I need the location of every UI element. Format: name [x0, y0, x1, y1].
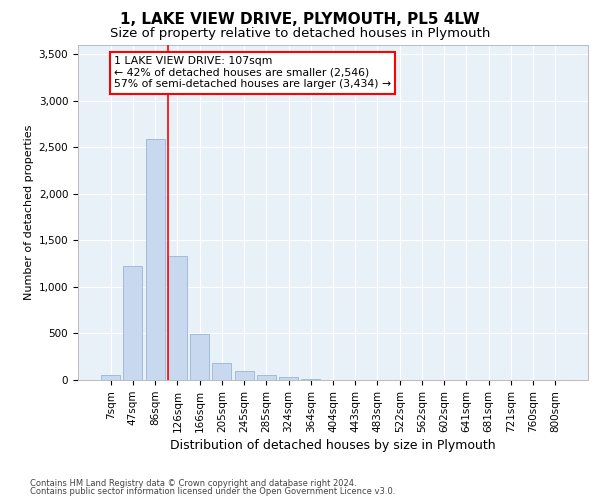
- X-axis label: Distribution of detached houses by size in Plymouth: Distribution of detached houses by size …: [170, 439, 496, 452]
- Bar: [257, 376, 276, 380]
- Bar: [301, 379, 320, 380]
- Text: Contains public sector information licensed under the Open Government Licence v3: Contains public sector information licen…: [30, 487, 395, 496]
- Bar: [190, 334, 209, 380]
- Text: 1 LAKE VIEW DRIVE: 107sqm
← 42% of detached houses are smaller (2,546)
57% of se: 1 LAKE VIEW DRIVE: 107sqm ← 42% of detac…: [114, 56, 391, 90]
- Bar: [146, 139, 164, 380]
- Bar: [235, 370, 254, 380]
- Y-axis label: Number of detached properties: Number of detached properties: [25, 125, 34, 300]
- Bar: [279, 377, 298, 380]
- Text: 1, LAKE VIEW DRIVE, PLYMOUTH, PL5 4LW: 1, LAKE VIEW DRIVE, PLYMOUTH, PL5 4LW: [120, 12, 480, 28]
- Text: Size of property relative to detached houses in Plymouth: Size of property relative to detached ho…: [110, 28, 490, 40]
- Bar: [101, 376, 120, 380]
- Bar: [212, 363, 231, 380]
- Text: Contains HM Land Registry data © Crown copyright and database right 2024.: Contains HM Land Registry data © Crown c…: [30, 478, 356, 488]
- Bar: [124, 266, 142, 380]
- Bar: [168, 256, 187, 380]
